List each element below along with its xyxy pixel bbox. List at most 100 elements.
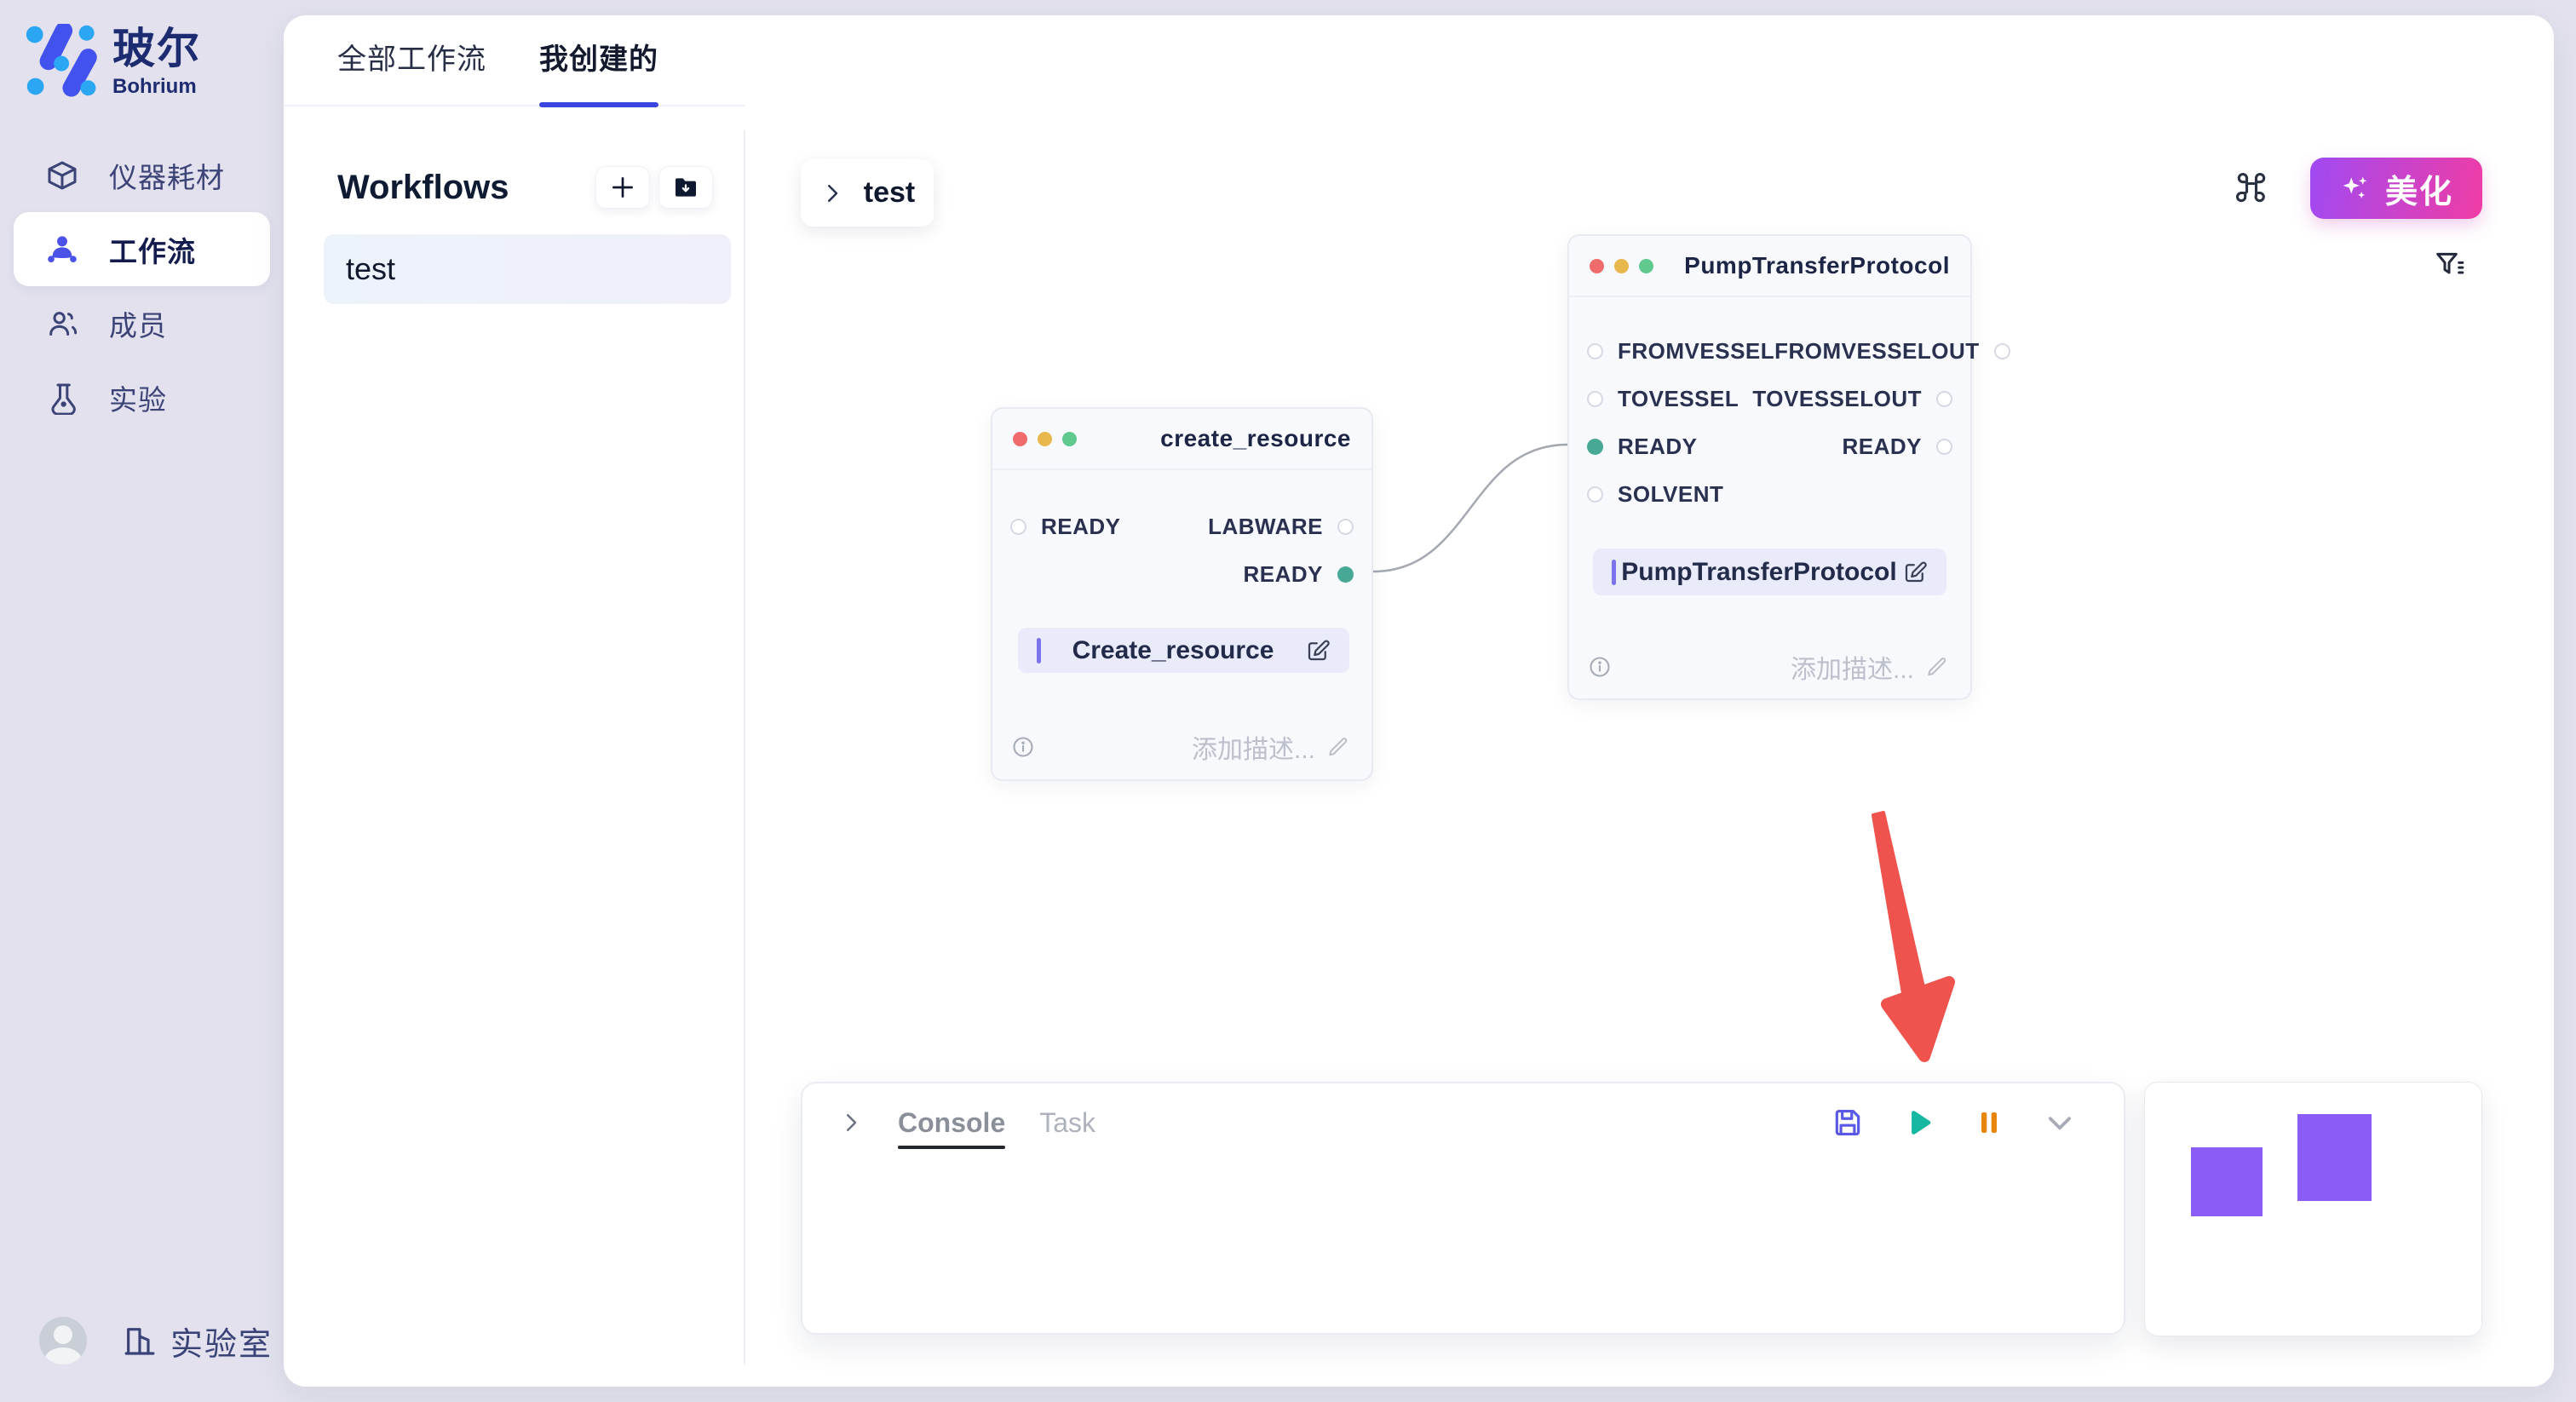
beautify-button[interactable]: 美化 <box>2309 158 2482 219</box>
pencil-icon <box>1928 658 1946 676</box>
port-label: FROMVESSEL <box>1618 337 1775 364</box>
port-circle[interactable] <box>1010 518 1026 535</box>
brand-logo: 玻尔 Bohrium <box>26 24 201 99</box>
command-icon <box>2235 172 2266 203</box>
sidebar-item-label: 实验 <box>109 383 167 416</box>
chevron-down-icon <box>2049 1117 2071 1130</box>
save-button[interactable] <box>1831 1106 1864 1139</box>
info-icon[interactable] <box>1588 655 1612 679</box>
collapse-chevron-icon[interactable] <box>838 1110 864 1135</box>
tab-all-workflows[interactable]: 全部工作流 <box>337 43 486 76</box>
port-label: TOVESSEL <box>1618 385 1739 411</box>
bohrium-logo-icon <box>26 24 97 97</box>
port-input-fromvessel[interactable]: FROMVESSEL <box>1587 338 1774 365</box>
lab-switcher[interactable]: 实验室 <box>123 1318 273 1365</box>
add-description[interactable]: 添加描述... <box>1192 728 1349 766</box>
edit-icon[interactable] <box>1305 638 1331 664</box>
sidebar-item-label: 工作流 <box>109 235 196 267</box>
port-output-labware[interactable]: LABWARE <box>1208 514 1354 540</box>
port-circle[interactable] <box>1936 390 1952 407</box>
port-input-tovessel[interactable]: TOVESSEL <box>1587 386 1739 412</box>
plus-icon <box>612 177 633 198</box>
workflow-tabs: 全部工作流 我创建的 <box>284 15 2554 107</box>
port-input-ready[interactable]: READY <box>1587 434 1698 460</box>
node-title: PumpTransferProtocol <box>1684 252 1950 279</box>
sidebar-item-members[interactable]: 成员 <box>0 286 284 360</box>
port-circle[interactable] <box>1587 342 1603 359</box>
minimap[interactable] <box>2144 1082 2482 1336</box>
save-icon <box>1835 1109 1860 1136</box>
filter-funnel-icon <box>2436 252 2464 274</box>
brand-name-en: Bohrium <box>112 75 197 98</box>
breadcrumb-test-chip[interactable]: test <box>801 159 934 227</box>
filter-button[interactable] <box>2432 247 2466 281</box>
port-circle-connected[interactable] <box>1337 566 1354 583</box>
port-label: TOVESSELOUT <box>1752 385 1922 411</box>
building-icon <box>124 1328 155 1355</box>
port-label: FROMVESSELOUT <box>1774 337 1980 364</box>
port-label: READY <box>1618 433 1698 459</box>
port-circle[interactable] <box>1587 486 1603 503</box>
pill-accent-bar <box>1612 559 1616 585</box>
play-icon <box>1912 1111 1931 1135</box>
node-pill-label: PumpTransferProtocol <box>1621 557 1897 586</box>
port-circle[interactable] <box>1993 342 2010 359</box>
minimap-node-pump-transfer <box>2297 1114 2372 1201</box>
port-label: SOLVENT <box>1618 480 1724 507</box>
port-input-ready[interactable]: READY <box>1010 514 1121 540</box>
beautify-label: 美化 <box>2384 174 2453 210</box>
add-workflow-button[interactable] <box>595 166 650 209</box>
minimap-node-create-resource <box>2191 1147 2263 1216</box>
import-folder-button[interactable] <box>658 166 713 209</box>
port-circle[interactable] <box>1337 518 1354 535</box>
shortcuts-button[interactable] <box>2228 165 2274 211</box>
sidebar-item-label: 成员 <box>109 309 167 342</box>
port-output-tovesselout[interactable]: TOVESSELOUT <box>1752 386 1952 412</box>
sidebar-item-experiment[interactable]: 实验 <box>0 360 284 434</box>
port-output-fromvesselout[interactable]: FROMVESSELOUT <box>1774 338 2010 365</box>
workflow-list-item-test[interactable]: test <box>324 234 731 304</box>
traffic-dots <box>1013 431 1077 446</box>
workflow-canvas[interactable]: test 美化 <box>745 105 2554 1387</box>
node-header: PumpTransferProtocol <box>1569 236 1970 297</box>
edit-icon[interactable] <box>1902 560 1928 585</box>
port-label: READY <box>1842 433 1922 459</box>
pause-icon <box>1981 1112 1997 1133</box>
port-output-ready[interactable]: READY <box>1243 561 1354 588</box>
sidebar-item-workflow[interactable]: 工作流 <box>14 212 270 286</box>
pencil-icon <box>1329 738 1348 756</box>
workflows-title: Workflows <box>337 168 509 206</box>
console-tab[interactable]: Console <box>898 1089 1006 1158</box>
lab-label: 实验室 <box>170 1326 273 1363</box>
collapse-panel-button[interactable] <box>2044 1106 2076 1139</box>
sparkles-icon <box>2343 176 2367 198</box>
port-label: LABWARE <box>1208 513 1323 539</box>
traffic-dots <box>1590 258 1653 273</box>
task-tab[interactable]: Task <box>1039 1106 1096 1138</box>
pause-button[interactable] <box>1973 1106 2005 1139</box>
chevron-right-icon <box>827 184 838 202</box>
sidebar: 玻尔 Bohrium 仪器耗材 <box>0 0 284 1402</box>
node-pump-transfer-protocol[interactable]: PumpTransferProtocol FROMVESSEL FROMVESS… <box>1567 234 2010 700</box>
port-input-solvent[interactable]: SOLVENT <box>1587 481 1723 508</box>
port-circle-connected[interactable] <box>1587 438 1603 455</box>
port-circle[interactable] <box>1936 438 1952 455</box>
run-button[interactable] <box>1902 1106 1935 1139</box>
sidebar-item-label: 仪器耗材 <box>109 161 225 193</box>
package-icon <box>44 158 80 193</box>
description-placeholder: 添加描述... <box>1191 736 1315 764</box>
annotation-arrow-red <box>1872 811 1955 1062</box>
add-description[interactable]: 添加描述... <box>1791 648 1948 686</box>
console-panel: Console Task <box>801 1082 2125 1335</box>
node-header: create_resource <box>992 409 1371 470</box>
pill-accent-bar <box>1037 637 1041 664</box>
tab-my-created[interactable]: 我创建的 <box>539 36 658 107</box>
breadcrumb-label: test <box>863 176 916 209</box>
port-circle[interactable] <box>1587 390 1603 407</box>
sidebar-item-consumables[interactable]: 仪器耗材 <box>0 138 284 212</box>
info-icon[interactable] <box>1011 735 1035 759</box>
port-output-ready[interactable]: READY <box>1842 434 1952 460</box>
user-avatar[interactable] <box>39 1317 87 1365</box>
node-create-resource[interactable]: create_resource READY LABWARE READY <box>991 407 1373 781</box>
